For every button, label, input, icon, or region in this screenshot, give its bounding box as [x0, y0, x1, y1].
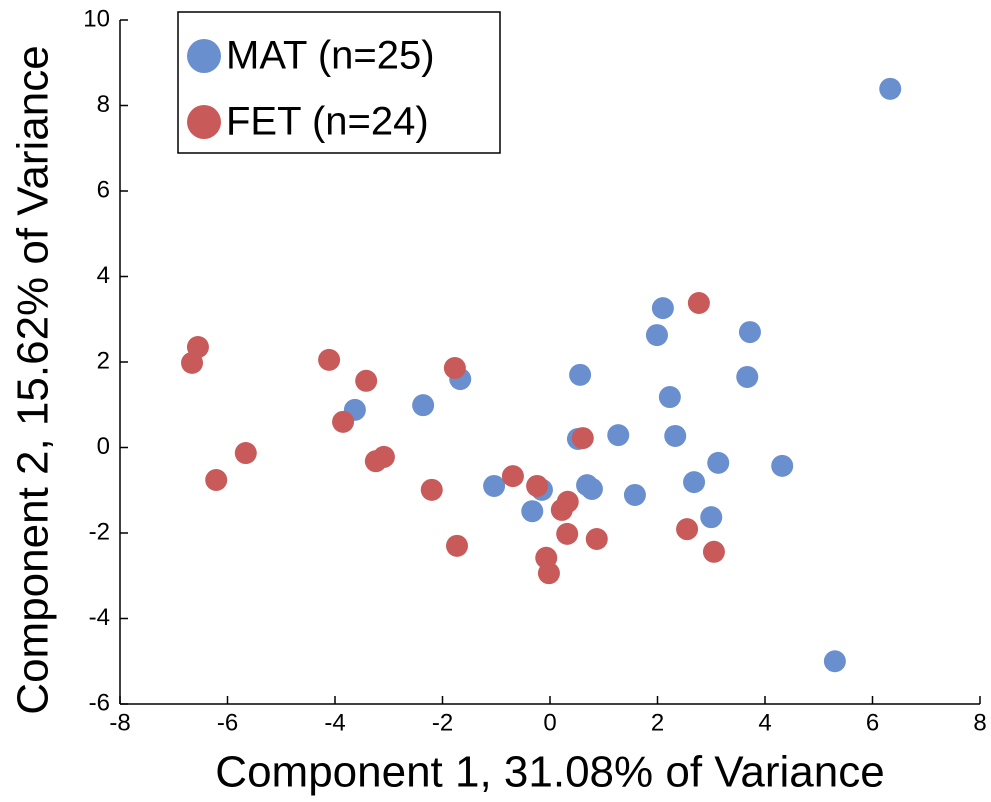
x-tick-label: 2 — [651, 709, 664, 736]
point — [181, 351, 204, 374]
legend-marker — [187, 39, 221, 73]
point — [687, 292, 710, 315]
point — [571, 427, 594, 450]
point — [623, 483, 646, 506]
point — [879, 77, 902, 100]
y-tick-label: -2 — [89, 518, 110, 545]
legend-label: FET (n=24) — [226, 100, 429, 144]
x-axis-label: Component 1, 31.08% of Variance — [215, 748, 884, 797]
point — [355, 369, 378, 392]
point — [556, 522, 579, 545]
point — [234, 442, 257, 465]
point — [651, 297, 674, 320]
y-tick-label: 8 — [97, 91, 110, 118]
point — [664, 424, 687, 447]
point — [645, 324, 668, 347]
point — [738, 321, 761, 344]
y-tick-label: -6 — [89, 689, 110, 716]
x-tick-label: -4 — [324, 709, 345, 736]
x-tick-label: -2 — [432, 709, 453, 736]
point — [607, 424, 630, 447]
point — [501, 465, 524, 488]
legend-marker — [187, 105, 221, 139]
point — [526, 474, 549, 497]
point — [823, 650, 846, 673]
point — [521, 500, 544, 523]
point — [569, 363, 592, 386]
point — [771, 454, 794, 477]
point — [332, 410, 355, 433]
point — [683, 471, 706, 494]
point — [658, 386, 681, 409]
legend-box — [177, 11, 501, 154]
y-tick-label: 2 — [97, 347, 110, 374]
y-tick-label: 0 — [97, 433, 110, 460]
x-tick-label: 6 — [866, 709, 879, 736]
x-tick-label: 8 — [973, 709, 986, 736]
point — [707, 451, 730, 474]
point — [446, 534, 469, 557]
point — [585, 527, 608, 550]
y-tick-label: 4 — [97, 262, 110, 289]
y-tick-label: 6 — [97, 176, 110, 203]
point — [702, 540, 725, 563]
y-tick-label: -4 — [89, 604, 110, 631]
point — [420, 478, 443, 501]
point — [412, 394, 435, 417]
point — [372, 445, 395, 468]
legend-label: MAT (n=25) — [226, 34, 435, 78]
point — [205, 468, 228, 491]
point — [318, 348, 341, 371]
x-tick-label: 0 — [543, 709, 556, 736]
x-tick-label: -6 — [217, 709, 238, 736]
point — [443, 356, 466, 379]
point — [736, 365, 759, 388]
point — [580, 477, 603, 500]
point — [700, 506, 723, 529]
point — [550, 498, 573, 521]
point — [483, 474, 506, 497]
y-tick-label: 10 — [83, 5, 110, 32]
x-tick-label: 4 — [758, 709, 771, 736]
point — [537, 562, 560, 585]
x-tick-label: -8 — [109, 709, 130, 736]
y-axis-label: Component 2, 15.62% of Variance — [9, 45, 58, 714]
point — [676, 518, 699, 541]
